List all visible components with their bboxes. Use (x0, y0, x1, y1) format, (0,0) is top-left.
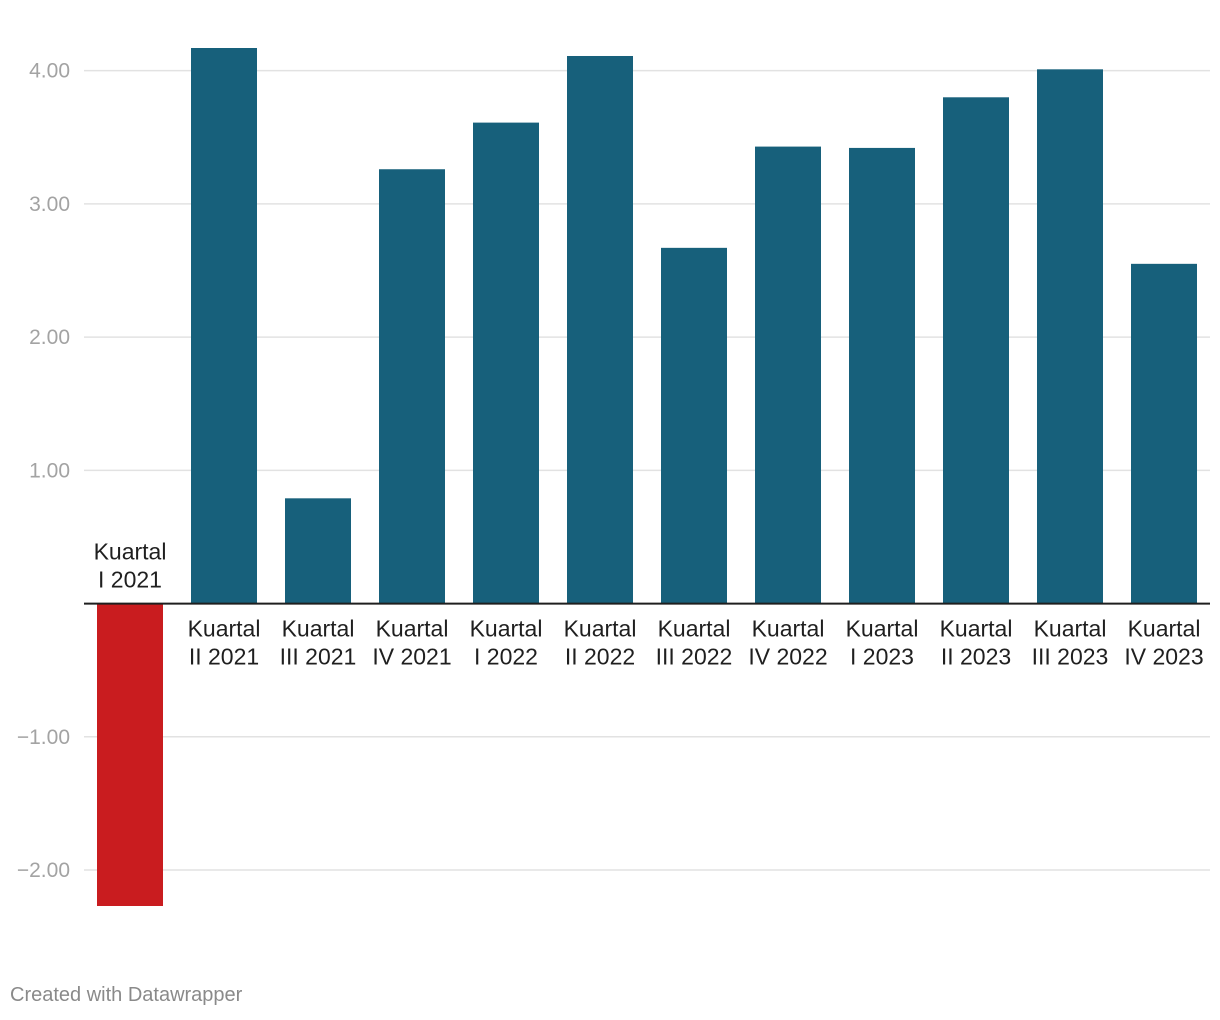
y-tick-label: 3.00 (29, 193, 70, 216)
bar (379, 169, 445, 604)
category-labels: Kuartal I 2021 Kuartal II 2021 Kuartal III 20… (94, 539, 1204, 670)
gridlines (84, 69, 1210, 871)
bar (191, 48, 257, 604)
bar (97, 603, 163, 906)
category-label: Kuartal III 2023 (1032, 616, 1109, 670)
y-tick-label: 1.00 (29, 459, 70, 482)
bar (285, 498, 351, 604)
category-label: Kuartal II 2021 (188, 616, 261, 670)
bar (1131, 263, 1197, 604)
category-label: Kuartal I 2021 (94, 539, 167, 593)
bar (473, 122, 539, 604)
category-label: Kuartal II 2022 (564, 616, 637, 670)
category-label: Kuartal IV 2023 (1124, 616, 1203, 670)
bar (567, 55, 633, 604)
y-tick-label: 2.00 (29, 326, 70, 349)
category-label: Kuartal III 2022 (656, 616, 733, 670)
credit-text: Created with Datawrapper (10, 984, 243, 1006)
category-label: Kuartal IV 2021 (372, 616, 451, 670)
y-tick-label: −1.00 (17, 726, 70, 749)
category-label: Kuartal III 2021 (280, 616, 357, 670)
bar (755, 146, 821, 604)
bars (97, 48, 1197, 906)
bar (1037, 69, 1103, 604)
category-label: Kuartal I 2023 (846, 616, 919, 670)
bar (661, 247, 727, 604)
category-label: Kuartal II 2023 (940, 616, 1013, 670)
y-tick-label: −2.00 (17, 859, 70, 882)
category-label: Kuartal I 2022 (470, 616, 543, 670)
category-label: Kuartal IV 2022 (748, 616, 827, 670)
bar (849, 147, 915, 604)
y-tick-label: 4.00 (29, 60, 70, 83)
bar (943, 97, 1009, 604)
y-axis-ticks: −2.00 −1.00 1.00 2.00 3.00 4.00 (17, 60, 70, 882)
